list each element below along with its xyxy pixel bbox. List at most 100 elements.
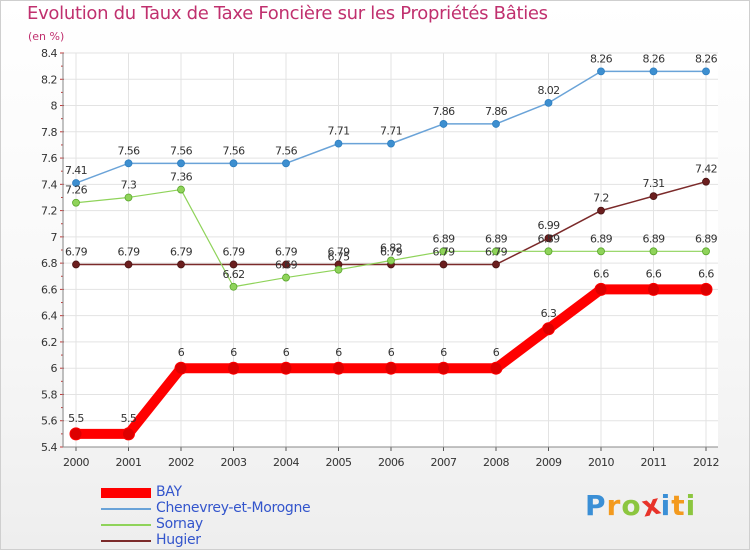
data-point[interactable] [702,67,710,76]
data-label: 6.3 [541,307,557,320]
data-label: 6.79 [432,245,455,258]
data-point[interactable] [387,256,395,265]
data-label: 8.26 [590,52,613,65]
data-point[interactable] [177,159,185,168]
data-label: 6 [178,346,185,359]
data-point[interactable] [227,361,240,375]
logo-letter: o [621,489,642,522]
legend-item-hugier[interactable]: Hugier [101,532,361,549]
legend: BAY Chenevrey-et-Morogne Sornay Hugier [101,484,361,549]
data-point[interactable] [597,206,605,215]
data-point[interactable] [649,247,658,256]
data-point[interactable] [229,159,238,168]
data-label: 6.89 [537,232,560,245]
data-point[interactable] [124,260,133,269]
data-labels: 5.5 5.5 6 6 6 6 6 6 6 6.3 6.6 6.6 6.6 7.41 7.56 7.56 7.5… [65,52,718,424]
y-tick-label: 7.8 [41,126,57,139]
data-point[interactable] [229,260,238,269]
data-point[interactable] [597,247,605,256]
data-point[interactable] [282,273,290,282]
data-point[interactable] [649,192,658,201]
legend-item-sornay[interactable]: Sornay [101,516,361,533]
data-point[interactable] [282,159,290,168]
y-tick-label: 8 [51,100,58,113]
data-point[interactable] [69,427,83,441]
data-label: 7.56 [117,144,140,157]
data-point[interactable] [177,260,185,269]
data-point[interactable] [542,322,555,336]
data-point[interactable] [122,427,135,441]
data-point[interactable] [699,282,713,296]
data-point[interactable] [439,120,448,128]
chart-title: Evolution du Taux de Taxe Foncière sur l… [27,3,548,24]
data-label: 6 [388,346,395,359]
x-tick-label: 2002 [168,456,194,469]
legend-item-chenevrey-et-morogne[interactable]: Chenevrey-et-Morogne [101,500,361,517]
data-label: 6 [230,346,237,359]
logo-letter: P [585,489,607,522]
data-label: 7.31 [642,177,664,190]
data-point[interactable] [124,193,133,202]
data-point[interactable] [279,361,293,375]
legend-item-bay[interactable]: BAY [101,484,361,501]
legend-label: Chenevrey-et-Morogne [156,500,311,516]
data-label: 7.86 [485,105,508,118]
data-label: 6.6 [646,267,662,280]
data-point[interactable] [437,361,450,375]
data-point[interactable] [702,177,710,186]
data-label: 7.56 [170,144,193,157]
x-tick-label: 2004 [273,456,299,469]
legend-swatch [101,540,151,542]
y-tick-label: 5.8 [41,388,57,401]
data-point[interactable] [492,247,500,256]
data-point[interactable] [229,282,238,291]
data-point[interactable] [174,361,188,375]
data-point[interactable] [124,159,133,168]
proxiti-logo: Proxiti [585,487,697,523]
legend-swatch [101,508,151,510]
data-label: 6 [335,346,342,359]
data-point[interactable] [489,361,503,375]
data-label: 6.89 [485,232,508,245]
data-label: 6.79 [170,245,193,258]
data-label: 8.26 [642,52,665,65]
unit-label: (en %) [28,30,65,43]
data-label: 6.79 [485,245,508,258]
data-point[interactable] [647,282,660,296]
data-point[interactable] [334,265,343,274]
data-point[interactable] [594,282,608,296]
data-point[interactable] [492,120,500,128]
data-point[interactable] [387,139,395,148]
x-tick-label: 2011 [641,456,667,469]
y-tick-label: 7 [51,231,58,244]
data-point[interactable] [72,179,80,187]
data-point[interactable] [649,67,658,76]
data-point[interactable] [334,139,343,148]
data-point[interactable] [544,234,553,243]
y-tick-label: 7.6 [41,152,57,165]
y-tick-label: 7.2 [41,205,57,218]
data-point[interactable] [439,247,448,256]
data-point[interactable] [544,247,553,256]
data-point[interactable] [332,361,345,375]
y-tick-label: 6.8 [41,257,57,270]
data-point[interactable] [544,99,553,107]
data-label: 7.71 [380,125,402,138]
y-tick-label: 7.4 [41,178,57,191]
data-point[interactable] [702,247,710,256]
data-label: 7.2 [593,192,609,205]
x-tick-label: 2008 [483,456,509,469]
data-point[interactable] [439,260,448,269]
data-point[interactable] [597,67,605,76]
data-point[interactable] [492,260,500,269]
data-point[interactable] [177,185,185,194]
data-point[interactable] [72,260,80,269]
x-tick-label: 2005 [326,456,352,469]
data-point[interactable] [282,260,290,269]
x-tick-label: 2001 [116,456,142,469]
data-point[interactable] [72,198,80,207]
data-label: 7.26 [65,184,88,197]
data-point[interactable] [384,361,398,375]
logo-letter: i [685,489,697,522]
